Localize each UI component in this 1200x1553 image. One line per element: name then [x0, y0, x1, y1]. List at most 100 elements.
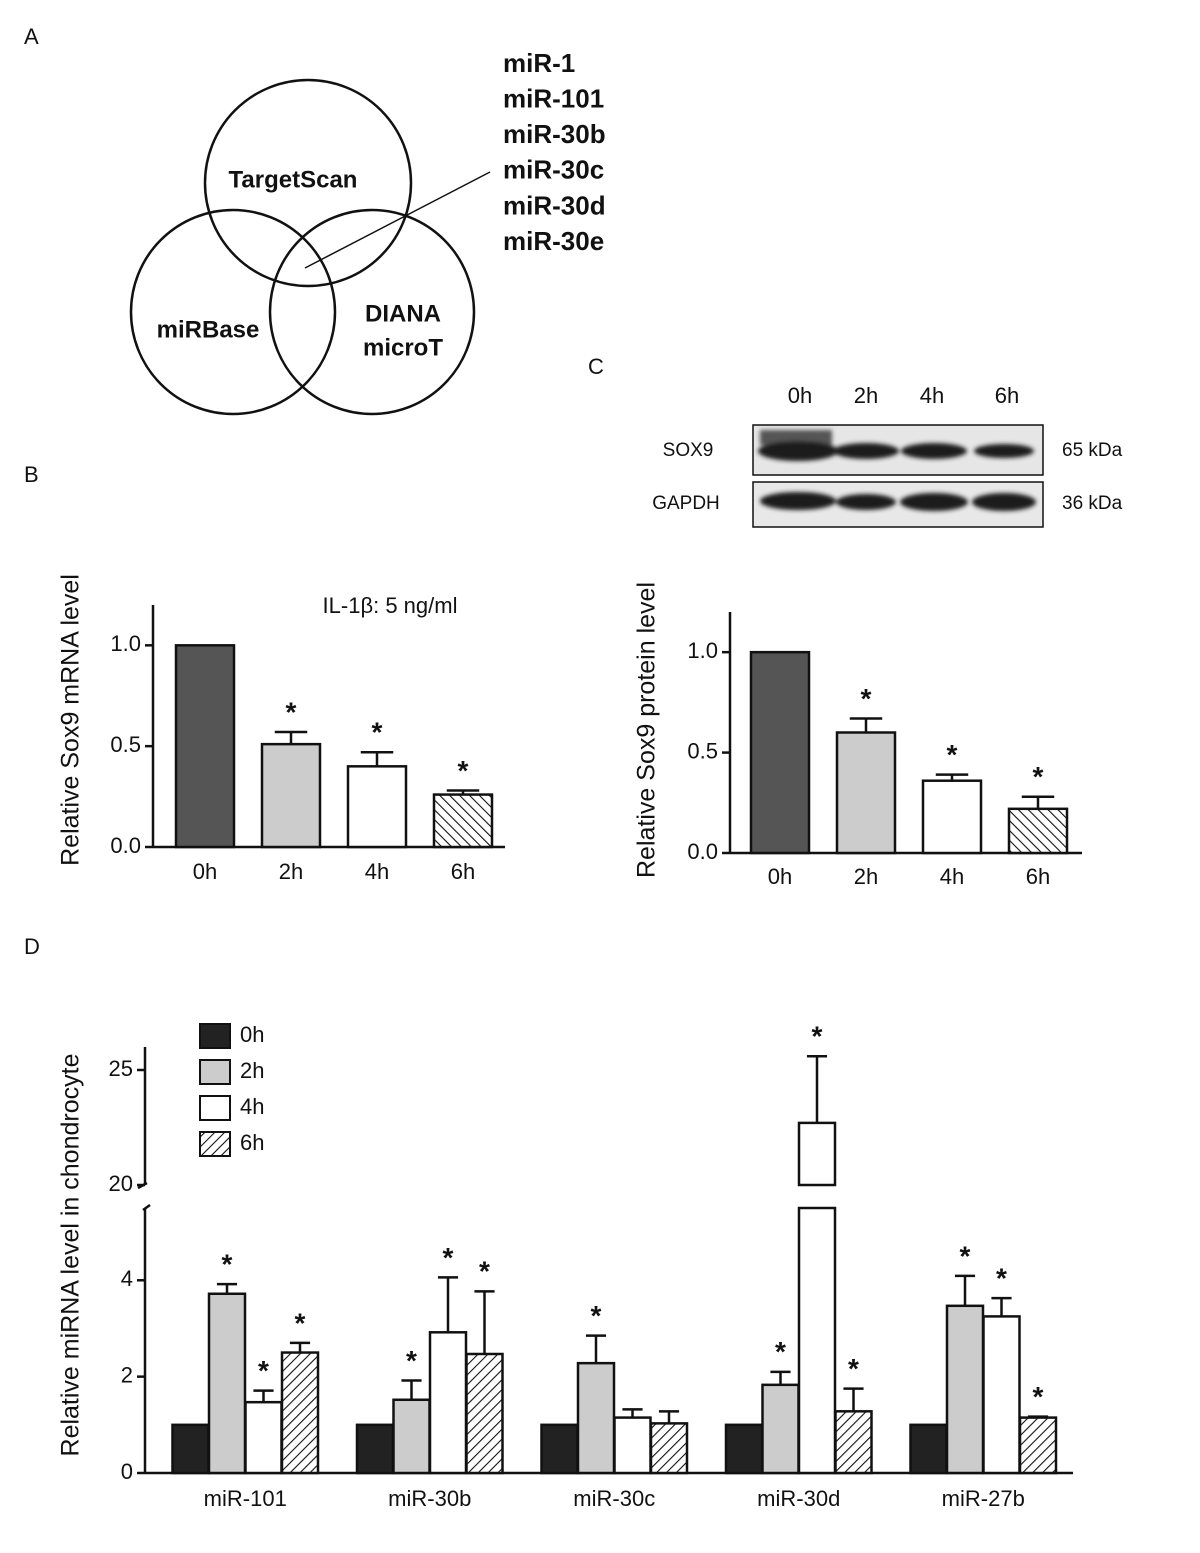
- blot-size: 65 kDa: [1062, 440, 1123, 461]
- significance-marker: *: [222, 1249, 233, 1280]
- error-bar: [935, 773, 969, 781]
- venn-diagram: [129, 78, 491, 416]
- significance-marker: *: [443, 1242, 454, 1273]
- error-bar: [289, 1341, 311, 1353]
- x-tick-label: 4h: [940, 864, 964, 889]
- bar: [1018, 1416, 1058, 1475]
- y-tick-label: 0.5: [687, 738, 718, 763]
- y-tick-label: 0.0: [687, 839, 718, 864]
- lane-label: 0h: [788, 383, 812, 408]
- legend-swatch: [199, 1095, 231, 1121]
- x-tick-label: 0h: [768, 864, 792, 889]
- mirna-label: miR-30c: [503, 155, 604, 185]
- y-tick-label: 0.0: [110, 833, 141, 858]
- venn-circle: [203, 78, 413, 288]
- significance-marker: *: [996, 1262, 1007, 1293]
- legend-label: 6h: [240, 1130, 264, 1155]
- y-axis-label: Relative Sox9 protein level: [633, 582, 661, 878]
- bar: [260, 742, 322, 849]
- blot-lanes: 0h 2h 4h 6h: [788, 383, 1019, 408]
- lane-label: 2h: [854, 383, 878, 408]
- error-bar: [806, 1054, 828, 1123]
- blot-protein: SOX9: [663, 440, 714, 461]
- venn-circle: [129, 208, 337, 416]
- error-bar: [474, 1290, 495, 1354]
- significance-marker: *: [960, 1240, 971, 1271]
- bar: [835, 731, 897, 855]
- western-blot: [752, 424, 1044, 528]
- bar: [613, 1416, 652, 1475]
- bar: [465, 1352, 504, 1475]
- error-bar: [360, 750, 394, 767]
- bar: [174, 644, 236, 849]
- error-bar: [216, 1282, 238, 1294]
- y-tick-label: 0.5: [110, 732, 141, 757]
- x-tick-label: 2h: [854, 864, 878, 889]
- bar-upper: [797, 1121, 837, 1187]
- panel-label: D: [24, 934, 40, 959]
- error-bar: [401, 1379, 422, 1400]
- bar: [945, 1304, 985, 1475]
- lane-label: 6h: [995, 383, 1019, 408]
- significance-marker: *: [1033, 761, 1044, 792]
- annotation: IL-1β: 5 ng/ml: [323, 593, 458, 618]
- panel-label: A: [24, 24, 39, 49]
- mirna-label: miR-1: [503, 48, 575, 78]
- venn-set-label: DIANA: [365, 300, 441, 327]
- error-bar: [658, 1410, 680, 1424]
- x-tick-label: 2h: [279, 859, 303, 884]
- significance-marker: *: [286, 696, 297, 727]
- error-bar: [437, 1276, 459, 1333]
- lane-label: 4h: [920, 383, 944, 408]
- significance-marker: *: [591, 1300, 602, 1331]
- significance-marker: *: [479, 1256, 490, 1287]
- bar: [834, 1410, 873, 1475]
- significance-marker: *: [1033, 1381, 1044, 1412]
- panel-label: C: [588, 354, 604, 379]
- error-bar: [585, 1334, 607, 1364]
- error-bar: [622, 1408, 643, 1418]
- legend-swatch: [199, 1023, 231, 1049]
- bar: [797, 1206, 837, 1475]
- error-bar: [253, 1389, 274, 1403]
- y-tick-label: 20: [109, 1171, 133, 1196]
- x-tick-label: miR-30c: [573, 1486, 655, 1511]
- y-tick-label: 25: [109, 1056, 133, 1081]
- axis-break: [142, 1203, 151, 1212]
- bar: [432, 793, 494, 849]
- bar: [280, 1351, 320, 1475]
- error-bar: [1021, 795, 1055, 809]
- significance-marker: *: [372, 717, 383, 748]
- legend-swatch: [199, 1131, 231, 1157]
- significance-marker: *: [861, 683, 872, 714]
- legend-label: 4h: [240, 1094, 264, 1119]
- bar: [392, 1398, 431, 1475]
- y-tick-label: 4: [121, 1266, 133, 1291]
- y-tick-label: 2: [121, 1362, 133, 1387]
- y-tick-label: 1.0: [687, 638, 718, 663]
- bar: [207, 1292, 247, 1475]
- bar: [909, 1423, 948, 1475]
- bar: [982, 1315, 1021, 1475]
- x-tick-label: miR-101: [204, 1486, 287, 1511]
- venn-set-label: TargetScan: [229, 166, 358, 193]
- venn-set-label: miRBase: [157, 316, 260, 343]
- charts: 0.0 0.5 1.0 Relative Sox9 mRNA level IL-1β: …: [57, 574, 1082, 1511]
- blot-protein: GAPDH: [652, 493, 720, 514]
- x-tick-label: 6h: [451, 859, 475, 884]
- bar: [921, 779, 983, 855]
- mirna-label: miR-30b: [503, 119, 606, 149]
- mirna-label: miR-30e: [503, 226, 604, 256]
- error-bar: [843, 1387, 864, 1412]
- error-bar: [1027, 1415, 1049, 1418]
- y-axis-label: Relative Sox9 mRNA level: [57, 574, 85, 866]
- intersection-list: miR-1 miR-101 miR-30b miR-30c miR-30d miR-30e: [503, 48, 606, 256]
- bar: [355, 1423, 395, 1475]
- significance-marker: *: [775, 1336, 786, 1367]
- significance-marker: *: [947, 739, 958, 770]
- blot-bands: [758, 430, 1036, 511]
- significance-marker: *: [812, 1021, 823, 1052]
- bar: [244, 1400, 283, 1475]
- bar: [1007, 807, 1069, 855]
